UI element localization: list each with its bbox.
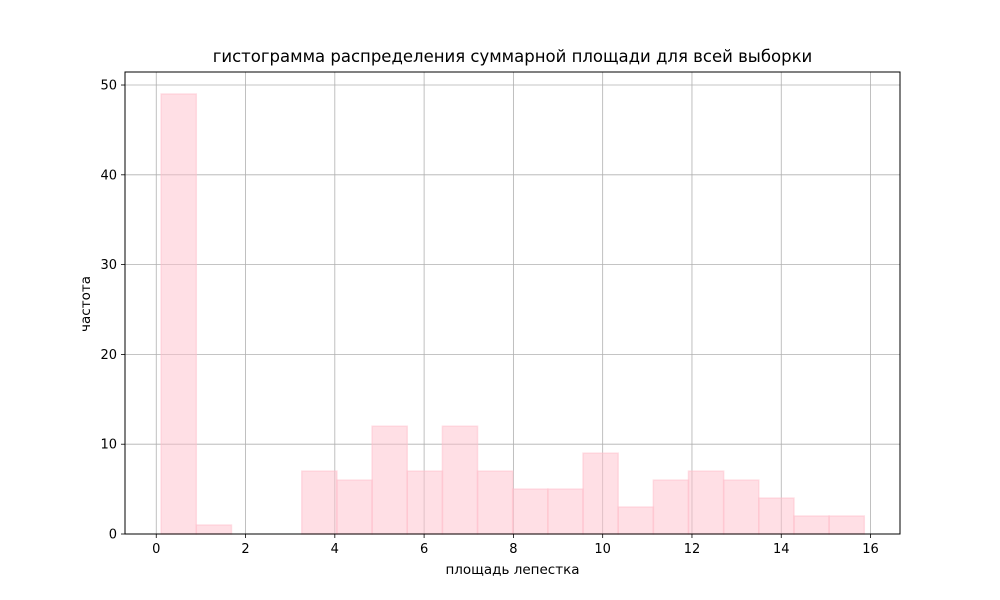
- histogram-bar: [511, 488, 549, 535]
- histogram-bar: [793, 515, 830, 535]
- y-tick-label: 40: [100, 168, 117, 183]
- plot-frame: [124, 71, 901, 535]
- x-tick-label: 0: [152, 542, 160, 557]
- grid-lines: [125, 72, 900, 535]
- x-tick-label: 12: [684, 542, 701, 557]
- x-tick-label: 8: [509, 542, 517, 557]
- y-tick-label: 0: [109, 528, 117, 543]
- x-tick-label: 6: [420, 542, 428, 557]
- x-tick-label: 16: [862, 542, 879, 557]
- histogram-bar: [301, 470, 338, 535]
- histogram-bars: [160, 93, 866, 535]
- histogram-bar: [336, 479, 373, 535]
- histogram-bar: [406, 470, 444, 535]
- x-tick-label: 14: [773, 542, 790, 557]
- y-axis-label: частота: [78, 276, 94, 332]
- histogram-bar: [722, 479, 760, 535]
- histogram-bar: [582, 452, 619, 535]
- x-axis-label: площадь лепестка: [445, 562, 580, 578]
- y-tick-label: 50: [100, 79, 117, 94]
- histogram-bar: [476, 470, 514, 535]
- histogram-bar: [441, 425, 479, 535]
- histogram-bar: [195, 524, 233, 535]
- y-tick-label: 30: [100, 258, 117, 273]
- tick-labels: 0 2 4 6 8 10 12 14 16 0 10 20 30 40 50: [100, 79, 878, 557]
- y-tick-label: 20: [100, 348, 117, 363]
- x-tick-label: 2: [241, 542, 249, 557]
- histogram-bar: [652, 479, 690, 535]
- histogram-bar: [160, 93, 198, 535]
- histogram-bar: [371, 425, 408, 535]
- x-tick-label: 10: [594, 542, 611, 557]
- histogram-bar: [828, 515, 866, 535]
- chart-title: гистограмма распределения суммарной площ…: [212, 47, 813, 66]
- histogram-bar: [758, 497, 795, 535]
- histogram-bar: [547, 488, 584, 535]
- histogram-bar: [687, 470, 725, 535]
- y-tick-label: 10: [100, 438, 117, 453]
- x-tick-label: 4: [331, 542, 339, 557]
- axes: [121, 71, 901, 538]
- histogram-bar: [617, 506, 655, 535]
